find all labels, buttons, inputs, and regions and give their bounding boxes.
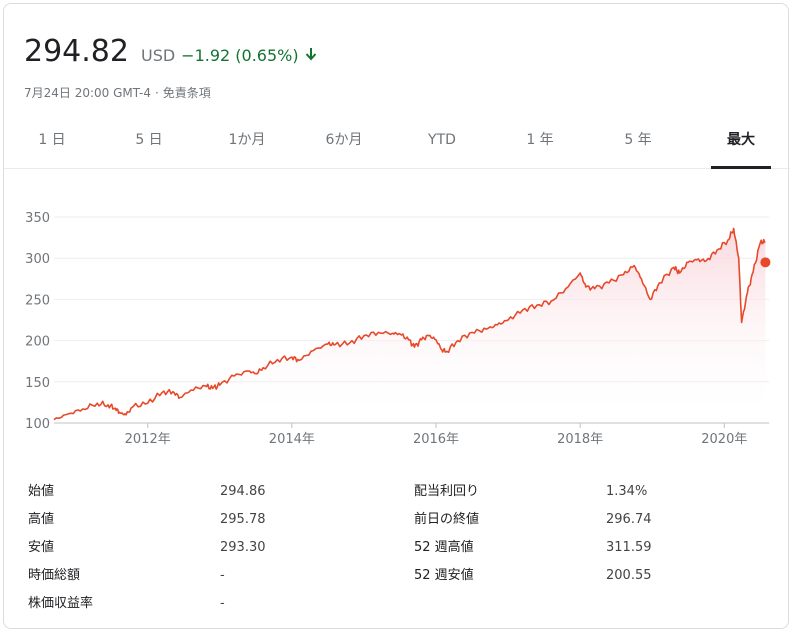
last-price-point bbox=[760, 257, 771, 268]
stat-value: 296.74 bbox=[606, 512, 652, 527]
stat-label: 52 週安値 bbox=[414, 568, 474, 583]
stat-value: - bbox=[220, 596, 225, 611]
y-tick-label: 150 bbox=[25, 376, 50, 391]
tab-max[interactable]: 最大 bbox=[711, 120, 771, 169]
stat-label: 安値 bbox=[28, 540, 55, 555]
meta-separator: · bbox=[154, 86, 159, 100]
price-line bbox=[53, 227, 766, 421]
stat-value: 311.59 bbox=[606, 540, 652, 555]
x-tick-label: 2020年 bbox=[701, 432, 747, 447]
arrow-down-icon bbox=[305, 48, 316, 61]
disclaimer-link[interactable]: 免責条項 bbox=[162, 86, 211, 100]
price-row: 294.82 USD −1.92 (0.65%) bbox=[24, 34, 317, 69]
tab-1-month[interactable]: 1か月 bbox=[228, 132, 266, 148]
stat-value: 293.30 bbox=[220, 540, 266, 555]
x-tick-label: 2018年 bbox=[557, 432, 603, 447]
y-tick-label: 350 bbox=[25, 211, 50, 226]
stat-value: 200.55 bbox=[606, 568, 652, 583]
x-tick-label: 2012年 bbox=[125, 432, 171, 447]
tab-5-year[interactable]: 5 年 bbox=[624, 132, 652, 148]
stat-label: 時価総額 bbox=[28, 568, 81, 583]
tab-ytd[interactable]: YTD bbox=[428, 132, 456, 148]
tab-6-month[interactable]: 6か月 bbox=[325, 132, 363, 148]
tab-5-day[interactable]: 5 日 bbox=[135, 132, 163, 148]
stat-value: 294.86 bbox=[220, 484, 266, 499]
y-tick-label: 300 bbox=[25, 252, 50, 267]
y-tick-label: 250 bbox=[25, 293, 50, 308]
stat-label: 始値 bbox=[28, 484, 55, 499]
range-tabs: 1 日 5 日 1か月 6か月 YTD 1 年 5 年 最大 bbox=[4, 120, 790, 169]
stat-label: 52 週高値 bbox=[414, 540, 474, 555]
tab-1-year[interactable]: 1 年 bbox=[526, 132, 554, 148]
stat-label: 前日の終値 bbox=[414, 512, 480, 527]
area-fill bbox=[54, 228, 766, 423]
price-chart[interactable]: 100 150 200 250 300 350 2012年 2014年 2016年 2018年 20… bbox=[4, 199, 790, 464]
quote-card: 294.82 USD −1.92 (0.65%) 7月24日 20:00 GMT… bbox=[3, 3, 790, 629]
stat-value: 1.34% bbox=[606, 484, 648, 499]
stat-value: 295.78 bbox=[220, 512, 266, 527]
stat-label: 配当利回り bbox=[414, 484, 480, 499]
x-tick-label: 2016年 bbox=[413, 432, 459, 447]
quote-meta: 7月24日 20:00 GMT-4 · 免責条項 bbox=[24, 84, 211, 101]
stat-value: - bbox=[220, 568, 225, 583]
stat-label: 株価収益率 bbox=[28, 596, 94, 611]
stat-label: 高値 bbox=[28, 512, 55, 527]
currency-label: USD bbox=[140, 46, 176, 65]
quote-timestamp: 7月24日 20:00 GMT-4 bbox=[24, 86, 151, 100]
x-tick-label: 2014年 bbox=[269, 432, 315, 447]
tab-1-day[interactable]: 1 日 bbox=[38, 132, 66, 148]
y-tick-label: 100 bbox=[25, 417, 50, 432]
y-tick-label: 200 bbox=[25, 335, 50, 350]
current-price: 294.82 bbox=[24, 34, 129, 69]
price-change: −1.92 (0.65%) bbox=[181, 46, 299, 65]
